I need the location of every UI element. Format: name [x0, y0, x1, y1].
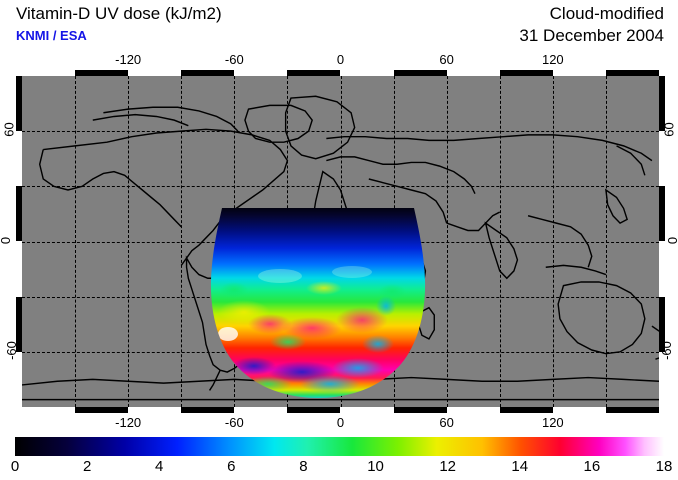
colorbar-tick-6: 6 — [227, 458, 236, 475]
uv-dose-swath — [210, 208, 426, 398]
colorbar-tick-8: 8 — [299, 458, 308, 475]
lon-tick-label-top-0: 0 — [336, 52, 345, 67]
lon-tick-label-top-120: 120 — [541, 52, 564, 67]
map-panel — [16, 70, 665, 413]
colorbar-tick-16: 16 — [583, 458, 601, 475]
lat-tick-label-right-0: 0 — [665, 236, 678, 243]
colorbar-tick-10: 10 — [367, 458, 384, 475]
lon-tick-label-bottom--120: -120 — [115, 415, 142, 430]
colorbar-tick-4: 4 — [155, 458, 164, 475]
lat-tick-label-left-0: 0 — [0, 236, 13, 243]
chart-header: Vitamin-D UV dose (kJ/m2) KNMI / ESA Clo… — [0, 0, 678, 58]
lat-tick-label-right--60: -60 — [659, 340, 675, 360]
lon-tick-label-top--120: -120 — [115, 52, 142, 67]
axis-band-top — [16, 70, 665, 76]
axis-band-left — [16, 70, 22, 413]
agency-label: KNMI / ESA — [16, 28, 87, 43]
mode-label: Cloud-modified — [549, 4, 664, 23]
page-title: Vitamin-D UV dose (kJ/m2) — [16, 4, 222, 23]
lon-tick-label-top--60: -60 — [224, 52, 244, 67]
colorbar-tick-12: 12 — [439, 458, 456, 475]
lon-tick-label-bottom-120: 120 — [541, 415, 564, 430]
colorbar-tick-14: 14 — [511, 458, 529, 475]
date-label: 31 December 2004 — [519, 26, 664, 45]
lon-tick-label-bottom--60: -60 — [224, 415, 244, 430]
lat-tick-label-right-60: 60 — [661, 122, 677, 137]
colorbar-tick-0: 0 — [10, 458, 20, 475]
colorbar-tick-2: 2 — [82, 458, 92, 475]
lat-tick-label-left-60: 60 — [1, 122, 17, 137]
gridline-lat-30 — [22, 186, 659, 188]
lat-tick-label-left--60: -60 — [3, 340, 19, 360]
lon-tick-label-bottom-0: 0 — [336, 415, 345, 430]
axis-band-bottom — [16, 407, 665, 413]
colorbar-gradient — [15, 437, 664, 456]
lon-tick-label-bottom-60: 60 — [439, 415, 454, 430]
axis-band-right — [659, 70, 665, 413]
gridline-lat-60 — [22, 131, 659, 133]
lon-tick-label-top-60: 60 — [439, 52, 454, 67]
colorbar-panel: 0 2 4 6 8 10 12 14 16 18 — [0, 430, 678, 480]
colorbar-tick-18: 18 — [655, 458, 673, 475]
map-plot-area — [22, 76, 659, 407]
